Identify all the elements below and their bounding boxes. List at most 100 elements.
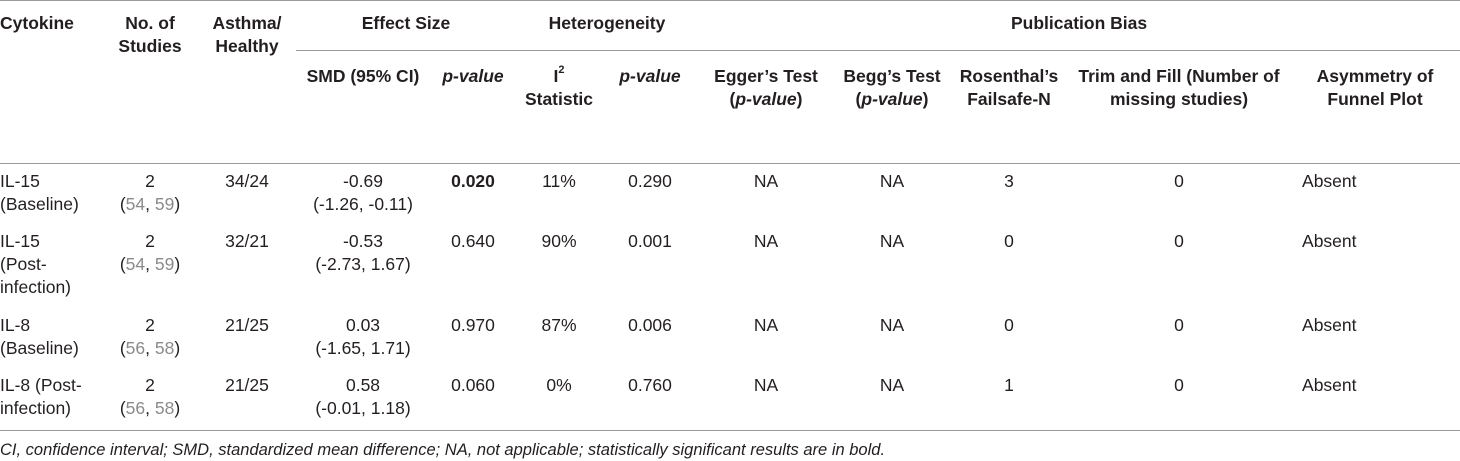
ref-separator: , — [145, 254, 155, 274]
smd-ci: (-0.01, 1.18) — [315, 398, 410, 418]
begg-p-label: p-value — [861, 89, 922, 109]
header-effect-size: Effect Size — [296, 1, 516, 51]
cell-asymmetry: Absent — [1290, 164, 1460, 225]
cell-asymmetry: Absent — [1290, 308, 1460, 368]
cell-smd: 0.03 (-1.65, 1.71) — [296, 308, 430, 368]
cell-het-p-value: 0.006 — [602, 308, 698, 368]
cell-begg: NA — [834, 308, 950, 368]
ref-separator: , — [145, 338, 155, 358]
smd-value: -0.53 — [343, 231, 383, 251]
ref-paren: ) — [174, 338, 180, 358]
cell-cytokine: IL-15 (Post-infection) — [0, 224, 102, 308]
cell-cytokine: IL-8 (Post-infection) — [0, 368, 102, 431]
egger-p-label: p-value — [735, 89, 796, 109]
ref-link[interactable]: 54 — [126, 194, 145, 214]
header-het-p-value: p-value — [602, 51, 698, 164]
ref-link[interactable]: 58 — [155, 338, 174, 358]
smd-value: 0.03 — [346, 315, 380, 335]
table-row: IL-8 (Baseline) 2(56, 58) 21/25 0.03 (-1.… — [0, 308, 1460, 368]
table-row: IL-15 (Baseline) 2(54, 59) 34/24 -0.69(-… — [0, 164, 1460, 225]
study-count: 2 — [145, 375, 155, 395]
table-row: IL-8 (Post-infection) 2(56, 58) 21/25 0.… — [0, 368, 1460, 431]
cell-num-studies: 2(54, 59) — [102, 164, 198, 225]
study-count: 2 — [145, 171, 155, 191]
begg-label: Begg’s Test — [843, 66, 940, 86]
cell-het-p-value: 0.760 — [602, 368, 698, 431]
cell-trim-fill: 0 — [1068, 308, 1290, 368]
header-rosenthal: Rosenthal’s Failsafe-N — [950, 51, 1068, 164]
cell-trim-fill: 0 — [1068, 368, 1290, 431]
smd-value: 0.58 — [346, 375, 380, 395]
cell-egger: NA — [698, 308, 834, 368]
cell-num-studies: 2(54, 59) — [102, 224, 198, 308]
cell-cytokine: IL-15 (Baseline) — [0, 164, 102, 225]
header-asthma-healthy: Asthma/ Healthy — [198, 1, 296, 164]
cell-het-p-value: 0.001 — [602, 224, 698, 308]
table-row: IL-15 (Post-infection) 2(54, 59) 32/21 -… — [0, 224, 1460, 308]
ref-paren: ) — [174, 194, 180, 214]
ref-link[interactable]: 56 — [126, 398, 145, 418]
cell-rosenthal: 0 — [950, 308, 1068, 368]
cell-num-studies: 2(56, 58) — [102, 368, 198, 431]
cell-begg: NA — [834, 224, 950, 308]
header-row-groups: Cytokine No. of Studies Asthma/ Healthy … — [0, 1, 1460, 51]
i2-superscript: 2 — [558, 64, 564, 76]
ref-link[interactable]: 59 — [155, 194, 174, 214]
cell-p-value: 0.970 — [430, 308, 516, 368]
cell-i2: 11% — [516, 164, 602, 225]
egger-label: Egger’s Test — [714, 66, 818, 86]
cell-rosenthal: 0 — [950, 224, 1068, 308]
cell-smd: -0.69(-1.26, -0.11) — [296, 164, 430, 225]
footnote-row: CI, confidence interval; SMD, standardiz… — [0, 431, 1460, 461]
cell-cytokine: IL-8 (Baseline) — [0, 308, 102, 368]
cell-num-studies: 2(56, 58) — [102, 308, 198, 368]
header-smd: SMD (95% CI) — [296, 51, 430, 164]
ref-link[interactable]: 56 — [126, 338, 145, 358]
ref-separator: , — [145, 194, 155, 214]
i2-label: Statistic — [525, 89, 593, 109]
cell-trim-fill: 0 — [1068, 224, 1290, 308]
cell-p-value: 0.640 — [430, 224, 516, 308]
header-p-value: p-value — [430, 51, 516, 164]
ref-paren: ) — [174, 254, 180, 274]
cell-asthma-healthy: 21/25 — [198, 368, 296, 431]
header-heterogeneity: Heterogeneity — [516, 1, 698, 51]
ref-link[interactable]: 54 — [126, 254, 145, 274]
cell-egger: NA — [698, 164, 834, 225]
header-trim-fill: Trim and Fill (Number of missing studies… — [1068, 51, 1290, 164]
cell-i2: 90% — [516, 224, 602, 308]
cell-asthma-healthy: 32/21 — [198, 224, 296, 308]
cell-i2: 87% — [516, 308, 602, 368]
cell-smd: 0.58 (-0.01, 1.18) — [296, 368, 430, 431]
cell-egger: NA — [698, 368, 834, 431]
cell-rosenthal: 1 — [950, 368, 1068, 431]
ref-link[interactable]: 59 — [155, 254, 174, 274]
cell-trim-fill: 0 — [1068, 164, 1290, 225]
cell-begg: NA — [834, 368, 950, 431]
cell-asymmetry: Absent — [1290, 368, 1460, 431]
ref-separator: , — [145, 398, 155, 418]
cell-asthma-healthy: 34/24 — [198, 164, 296, 225]
header-egger: Egger’s Test(p-value) — [698, 51, 834, 164]
cell-rosenthal: 3 — [950, 164, 1068, 225]
cell-p-value: 0.060 — [430, 368, 516, 431]
smd-ci: (-1.65, 1.71) — [315, 338, 410, 358]
study-count: 2 — [145, 231, 155, 251]
header-begg: Begg’s Test(p-value) — [834, 51, 950, 164]
cell-p-value: 0.020 — [430, 164, 516, 225]
header-num-studies: No. of Studies — [102, 1, 198, 164]
study-count: 2 — [145, 315, 155, 335]
smd-ci: (-2.73, 1.67) — [315, 254, 410, 274]
ref-paren: ) — [174, 398, 180, 418]
cell-asthma-healthy: 21/25 — [198, 308, 296, 368]
cell-i2: 0% — [516, 368, 602, 431]
header-publication-bias: Publication Bias — [698, 1, 1460, 51]
ref-link[interactable]: 58 — [155, 398, 174, 418]
cell-asymmetry: Absent — [1290, 224, 1460, 308]
cell-smd: -0.53 (-2.73, 1.67) — [296, 224, 430, 308]
cell-egger: NA — [698, 224, 834, 308]
smd-value: -0.69 — [343, 171, 383, 191]
